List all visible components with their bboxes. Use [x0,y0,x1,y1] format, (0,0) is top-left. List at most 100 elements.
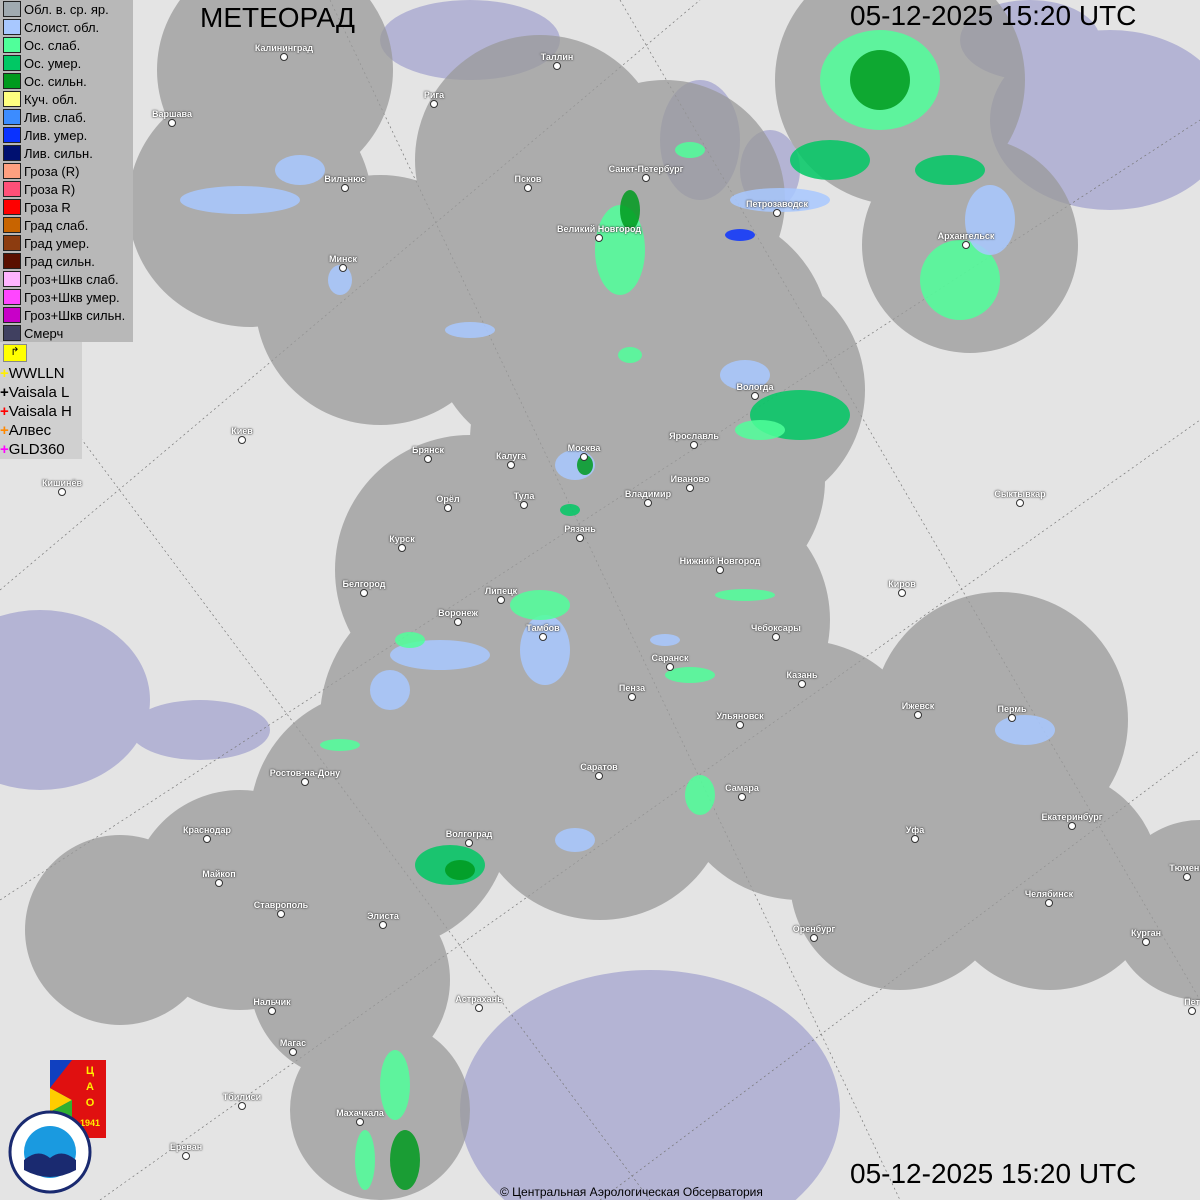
legend-label: Гроз+Шкв умер. [24,289,120,305]
city-label: Саранск [651,653,689,663]
city-marker [280,53,288,61]
legend-swatch [3,37,21,53]
city-marker [465,839,473,847]
legend-item: Лив. умер. [0,126,133,144]
legend-label: Град сильн. [24,253,95,269]
city-marker [1188,1007,1196,1015]
city-label: Ереван [169,1142,203,1152]
city-label: Ульяновск [716,711,764,721]
datetime-top: 05-12-2025 15:20 UTC [850,0,1137,31]
precipitation-echo [850,50,910,110]
precipitation-echo [320,739,360,751]
city-marker [277,910,285,918]
city-marker [497,596,505,604]
city-label: Москва [567,443,601,453]
legend-label: Ос. сильн. [24,73,87,89]
city-label: Воронеж [438,608,478,618]
city-marker [914,711,922,719]
legend-item: Град сильн. [0,252,133,270]
legend: Обл. в. ср. яр. Слоист. обл. Ос. слаб. Ос. … [0,0,133,342]
legend-item: Смерч [0,324,133,342]
legend-item: Град умер. [0,234,133,252]
datetime-bottom: 05-12-2025 15:20 UTC [850,1158,1137,1189]
legend-item: Слоист. обл. [0,18,133,36]
city-label: Ставрополь [253,900,309,910]
city-marker [628,693,636,701]
lightning-source: +Алвес [0,422,52,439]
legend-swatch [3,109,21,125]
city-label: Петрозаводск [746,199,808,209]
legend-item: Гроз+Шкв умер. [0,288,133,306]
legend-label: Ос. умер. [24,55,82,71]
svg-text:А: А [86,1081,94,1093]
legend-item: Лив. сильн. [0,144,133,162]
legend-label: Град умер. [24,235,90,251]
legend-swatch [3,73,21,89]
city-marker [595,772,603,780]
city-label: Варшава [152,109,192,119]
svg-text:О: О [86,1097,95,1109]
city-label: Майкоп [202,869,236,879]
city-label: Пенза [618,683,646,693]
city-label: Вологда [736,382,774,392]
city-label: Киев [231,426,253,436]
app-title: МЕТЕОРАД [200,2,355,33]
city-label: Белгород [342,579,386,589]
city-label: Минск [329,254,357,264]
city-marker [716,566,724,574]
city-label: Тюмень [1169,863,1200,873]
legend-swatch [3,127,21,143]
city-marker [444,504,452,512]
city-marker [962,241,970,249]
city-marker [911,835,919,843]
city-label: Саратов [580,762,618,772]
city-marker [798,680,806,688]
city-marker [238,1102,246,1110]
svg-text:1941: 1941 [80,1118,100,1128]
city-label: Тула [513,491,535,501]
precipitation-echo [275,155,325,185]
legend-swatch [3,19,21,35]
precipitation-echo [920,240,1000,320]
legend-label: Гроза (R) [24,163,80,179]
precipitation-echo [715,589,775,601]
precipitation-echo [555,828,595,852]
city-label: Волгоград [445,829,493,839]
precipitation-echo [665,667,715,683]
legend-item: Гроза R [0,198,133,216]
city-label: Брянск [411,445,445,455]
city-marker [686,484,694,492]
city-marker [690,441,698,449]
cross-icon: + [0,403,9,420]
city-label: Курск [389,534,415,544]
city-marker [520,501,528,509]
legend-swatch [3,271,21,287]
lightning-source: +Vaisala H [0,403,72,420]
precipitation-echo [995,715,1055,745]
city-label: Астрахань [455,994,503,1004]
city-label: Вильнюс [324,174,366,184]
legend-item: Обл. в. ср. яр. [0,0,133,18]
city-label: Великий Новгород [556,224,642,234]
precipitation-echo [720,360,770,390]
precipitation-echo [965,185,1015,255]
city-label: Челябинск [1024,889,1074,899]
precipitation-echo [790,140,870,180]
legend-label: Ос. слаб. [24,37,81,53]
legend-item: Ос. слаб. [0,36,133,54]
legend-label: Гроз+Шкв сильн. [24,307,126,323]
city-label: Екатеринбург [1041,812,1103,822]
city-marker [810,934,818,942]
legend-item: Гроза R) [0,180,133,198]
precipitation-echo [445,322,495,338]
precipitation-echoes [180,30,1055,1190]
legend-item: Лив. слаб. [0,108,133,126]
city-marker [379,921,387,929]
city-label: Пет [1184,997,1200,1007]
lightning-toggle-icon[interactable]: ↱ [3,344,27,362]
city-marker [576,534,584,542]
city-label: Нижний Новгород [679,556,761,566]
precipitation-echo [685,775,715,815]
legend-item: Гроза (R) [0,162,133,180]
